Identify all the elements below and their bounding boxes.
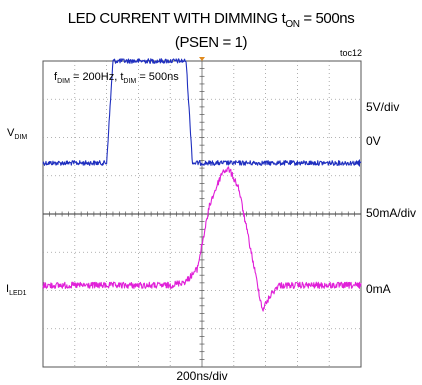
figure-id: toc12 — [340, 48, 363, 58]
vdim-trace — [42, 58, 362, 166]
iled-label-sub: LED1 — [9, 290, 27, 298]
title-line-1: LED CURRENT WITH DIMMING tON = 500ns — [0, 10, 422, 34]
condition-annotation: fDIM = 200Hz, tDIM = 500ns — [54, 71, 179, 85]
chart-title: LED CURRENT WITH DIMMING tON = 500ns (PS… — [0, 10, 422, 52]
trigger-marker — [199, 57, 205, 61]
x-axis-label: 200ns/div — [176, 369, 228, 383]
iled-trace-ground-marker — [356, 281, 360, 290]
iled-label-main: I — [6, 283, 10, 295]
scope-traces — [42, 58, 362, 312]
title-line-2: (PSEN = 1) — [174, 34, 248, 51]
title-subscript: ON — [285, 19, 300, 30]
vdim-scale: 5V/div — [366, 100, 400, 114]
title-value: = 500ns — [299, 10, 355, 27]
iled-scale: 50mA/div — [366, 206, 417, 220]
vdim-zero: 0V — [366, 134, 381, 148]
annotation-f-sub: DIM — [57, 78, 70, 86]
annotation-t-sub: DIM — [123, 78, 137, 86]
vdim-channel-label: VDIM — [7, 127, 27, 141]
vdim-trace-ground-marker — [356, 159, 360, 167]
annotation-f-value: = 200Hz, t — [69, 71, 124, 83]
vdim-label-main: V — [7, 127, 15, 139]
scope-grid — [42, 57, 362, 368]
annotation-t-value: = 500ns — [136, 71, 179, 83]
title-text: LED CURRENT WITH DIMMING t — [67, 10, 286, 27]
vdim-label-sub: DIM — [14, 134, 28, 142]
iled-zero: 0mA — [366, 282, 391, 296]
annotation-f: f — [54, 71, 58, 83]
iled-trace — [42, 166, 362, 312]
iled-channel-label: ILED1 — [6, 283, 27, 297]
